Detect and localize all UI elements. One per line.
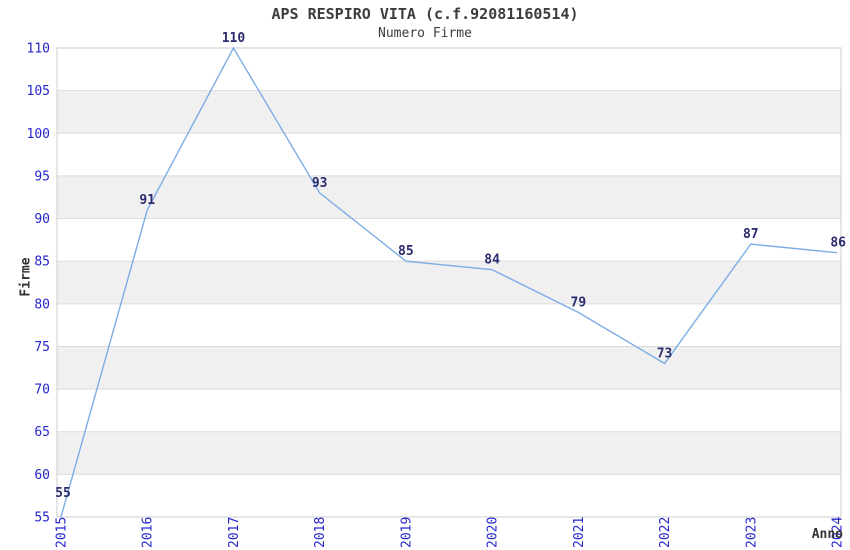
svg-text:110: 110 <box>27 42 50 57</box>
svg-text:55: 55 <box>34 511 50 526</box>
svg-text:91: 91 <box>139 193 155 208</box>
svg-text:86: 86 <box>830 236 846 251</box>
svg-text:105: 105 <box>27 84 50 99</box>
svg-text:85: 85 <box>34 255 50 270</box>
svg-text:2023: 2023 <box>744 517 759 548</box>
chart-title: APS RESPIRO VITA (c.f.92081160514) <box>271 5 579 23</box>
svg-text:2019: 2019 <box>399 517 414 548</box>
x-axis-title: Anno <box>811 527 843 542</box>
svg-text:79: 79 <box>571 295 587 310</box>
svg-text:84: 84 <box>484 253 500 268</box>
svg-text:93: 93 <box>312 176 328 191</box>
svg-text:80: 80 <box>34 297 50 312</box>
svg-text:110: 110 <box>222 31 246 46</box>
svg-text:87: 87 <box>743 227 759 242</box>
svg-text:90: 90 <box>34 212 50 227</box>
svg-text:95: 95 <box>34 169 50 184</box>
svg-text:2022: 2022 <box>658 517 673 548</box>
svg-text:55: 55 <box>55 486 71 501</box>
svg-text:70: 70 <box>34 383 50 398</box>
svg-text:65: 65 <box>34 425 50 440</box>
svg-text:2016: 2016 <box>141 517 156 548</box>
svg-text:2021: 2021 <box>572 517 587 548</box>
svg-text:75: 75 <box>34 340 50 355</box>
chart-subtitle: Numero Firme <box>378 26 472 41</box>
svg-text:2024: 2024 <box>831 517 846 548</box>
svg-text:60: 60 <box>34 468 50 483</box>
svg-text:100: 100 <box>27 127 50 142</box>
svg-text:2018: 2018 <box>313 517 328 548</box>
svg-text:2015: 2015 <box>55 517 70 548</box>
svg-text:85: 85 <box>398 244 414 259</box>
svg-text:73: 73 <box>657 347 673 362</box>
svg-text:2020: 2020 <box>486 517 501 548</box>
svg-text:2017: 2017 <box>227 517 242 548</box>
